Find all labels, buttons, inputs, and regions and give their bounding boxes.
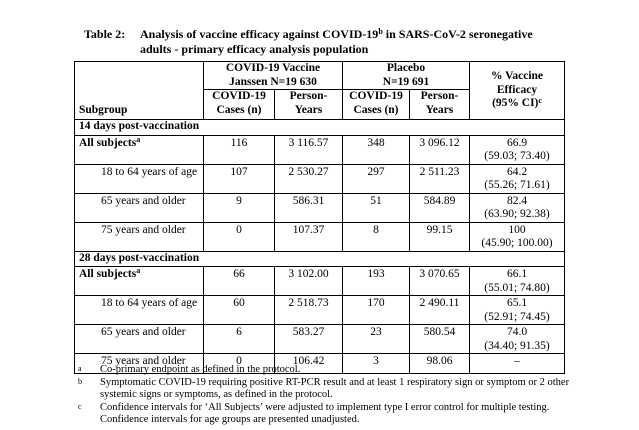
placebo-person-years-value: 98.06 [408, 353, 471, 374]
placebo-person-years-value: 2 511.23 [408, 163, 471, 194]
table-row-all-subjects-28d: All subjectsa 66 3 102.00 193 3 070.65 6… [74, 266, 566, 296]
table-row-65-older-14d: 65 years and older 9 586.31 51 584.89 82… [74, 192, 566, 223]
placebo-person-years-value: 3 070.65 [408, 266, 471, 296]
table-row-18-64-28d: 18 to 64 years of age 60 2 518.73 170 2 … [74, 295, 566, 325]
efficacy-value: 66.1 (55.01; 74.80) [469, 266, 566, 296]
col-header-vaccine-cases: COVID-19 Cases (n) [203, 89, 275, 120]
col-group-vaccine: COVID-19 Vaccine Janssen N=19 630 [203, 61, 343, 90]
vaccine-person-years-value: 2 518.73 [274, 295, 343, 325]
col-header-subgroup: Subgroup [74, 61, 204, 120]
placebo-cases-value: 23 [342, 324, 410, 354]
efficacy-value: 65.1 (52.91; 74.45) [469, 295, 566, 325]
footnote-text: Symptomatic COVID-19 requiring positive … [100, 376, 570, 388]
section-row-28-days: 28 days post-vaccination [73, 250, 566, 267]
vaccine-cases-value: 60 [203, 295, 275, 325]
vaccine-cases-value: 0 [203, 221, 275, 252]
subgroup-label: 75 years and older [74, 353, 204, 374]
vaccine-person-years-value: 583.27 [274, 324, 343, 354]
footnote-text: Confidence intervals for age groups are … [100, 414, 360, 426]
efficacy-value: 100 (45.90; 100.00) [469, 221, 566, 252]
placebo-cases-value: 8 [342, 221, 410, 252]
col-header-placebo-cases: COVID-19 Cases (n) [342, 89, 410, 120]
footnote-ref-a: a [136, 266, 141, 276]
table-caption: Analysis of vaccine efficacy against COV… [140, 27, 533, 57]
caption-line1: Analysis of vaccine efficacy against COV… [140, 27, 533, 41]
vaccine-cases-value: 66 [203, 266, 275, 296]
placebo-person-years-value: 99.15 [408, 221, 471, 252]
footnote-text: Confidence intervals for ‘All Subjects’ … [100, 401, 550, 413]
vaccine-person-years-value: 3 102.00 [274, 266, 343, 296]
table-number: Table 2: [84, 27, 126, 41]
footnotes: a Co-primary endpoint as defined in the … [78, 364, 569, 427]
footnote-a: a Co-primary endpoint as defined in the … [78, 364, 569, 377]
efficacy-value: 82.4 (63.90; 92.38) [469, 192, 566, 223]
efficacy-table: Subgroup COVID-19 Vaccine Janssen N=19 6… [73, 61, 566, 374]
placebo-person-years-value: 580.54 [408, 324, 471, 354]
footnote-ref-c: c [538, 95, 542, 105]
header-row-groups: Subgroup COVID-19 Vaccine Janssen N=19 6… [74, 61, 566, 120]
table-row-75-older-14d: 75 years and older 0 107.37 8 99.15 100(… [74, 221, 566, 252]
caption-line2: adults - primary efficacy analysis popul… [140, 42, 369, 56]
vaccine-cases-value: 107 [203, 163, 275, 194]
table-row-18-64-14d: 18 to 64 years of age 107 2 530.27 297 2… [74, 163, 566, 194]
footnote-ref-a: a [136, 134, 141, 144]
header-row-subcolumns: COVID-19 Cases (n) Person- Years COVID-19 C… [75, 89, 565, 120]
subgroup-label: 18 to 64 years of age [74, 163, 204, 194]
efficacy-value: – [469, 353, 566, 374]
table-row-75-older-28d: 75 years and older 0 106.42 3 98.06 – [74, 353, 566, 374]
vaccine-person-years-value: 3 116.57 [274, 134, 343, 165]
col-group-placebo: Placebo N=19 691 [341, 61, 471, 90]
footnote-marker: c [78, 401, 82, 411]
footnote-text: systemic signs or symptoms, as defined i… [100, 389, 333, 401]
placebo-person-years-value: 2 490.11 [408, 295, 471, 325]
subgroup-label: All subjectsa [74, 134, 204, 165]
footnote-c: c Confidence intervals for ‘All Subjects… [78, 402, 569, 427]
col-header-efficacy: % Vaccine Efficacy (95% CI)c [469, 61, 566, 120]
placebo-cases-value: 348 [342, 134, 410, 165]
subgroup-label: 65 years and older [74, 192, 204, 223]
vaccine-cases-value: 9 [203, 192, 275, 223]
efficacy-value: 74.0 (34.40; 91.35) [469, 324, 566, 354]
placebo-cases-value: 297 [342, 163, 410, 194]
footnote-marker: b [78, 376, 82, 386]
vaccine-person-years-value: 107.37 [274, 221, 343, 252]
vaccine-cases-value: 116 [203, 134, 275, 165]
table-row-all-subjects-14d: All subjectsa 116 3 116.57 348 3 096.12 … [74, 134, 566, 165]
footnote-marker: a [78, 364, 82, 373]
subgroup-label: 65 years and older [74, 324, 204, 354]
vaccine-cases-value: 0 [203, 353, 275, 374]
table-title: Table 2: Analysis of vaccine efficacy ag… [84, 27, 533, 57]
col-header-placebo-person-years: Person- Years [408, 89, 471, 120]
footnote-text: Co-primary endpoint as defined in the pr… [100, 364, 301, 375]
section-row-14-days: 14 days post-vaccination [73, 119, 566, 136]
efficacy-value: 66.9 (59.03; 73.40) [469, 134, 566, 165]
placebo-cases-value: 193 [342, 266, 410, 296]
col-header-vaccine-person-years: Person- Years [274, 89, 343, 120]
table-row-65-older-28d: 65 years and older 6 583.27 23 580.54 74… [74, 324, 566, 354]
footnote-ref-b: b [378, 27, 383, 37]
footnote-b: b Symptomatic COVID-19 requiring positiv… [78, 377, 569, 402]
vaccine-person-years-value: 586.31 [274, 192, 343, 223]
subgroup-label: 18 to 64 years of age [74, 295, 204, 325]
vaccine-person-years-value: 106.42 [274, 353, 343, 374]
subgroup-label: 75 years and older [74, 221, 204, 252]
placebo-cases-value: 51 [342, 192, 410, 223]
vaccine-person-years-value: 2 530.27 [274, 163, 343, 194]
vaccine-cases-value: 6 [203, 324, 275, 354]
efficacy-value: 64.2 (55.26; 71.61) [469, 163, 566, 194]
subgroup-label: All subjectsa [74, 266, 204, 296]
placebo-cases-value: 170 [342, 295, 410, 325]
placebo-person-years-value: 584.89 [408, 192, 471, 223]
placebo-person-years-value: 3 096.12 [408, 134, 471, 165]
